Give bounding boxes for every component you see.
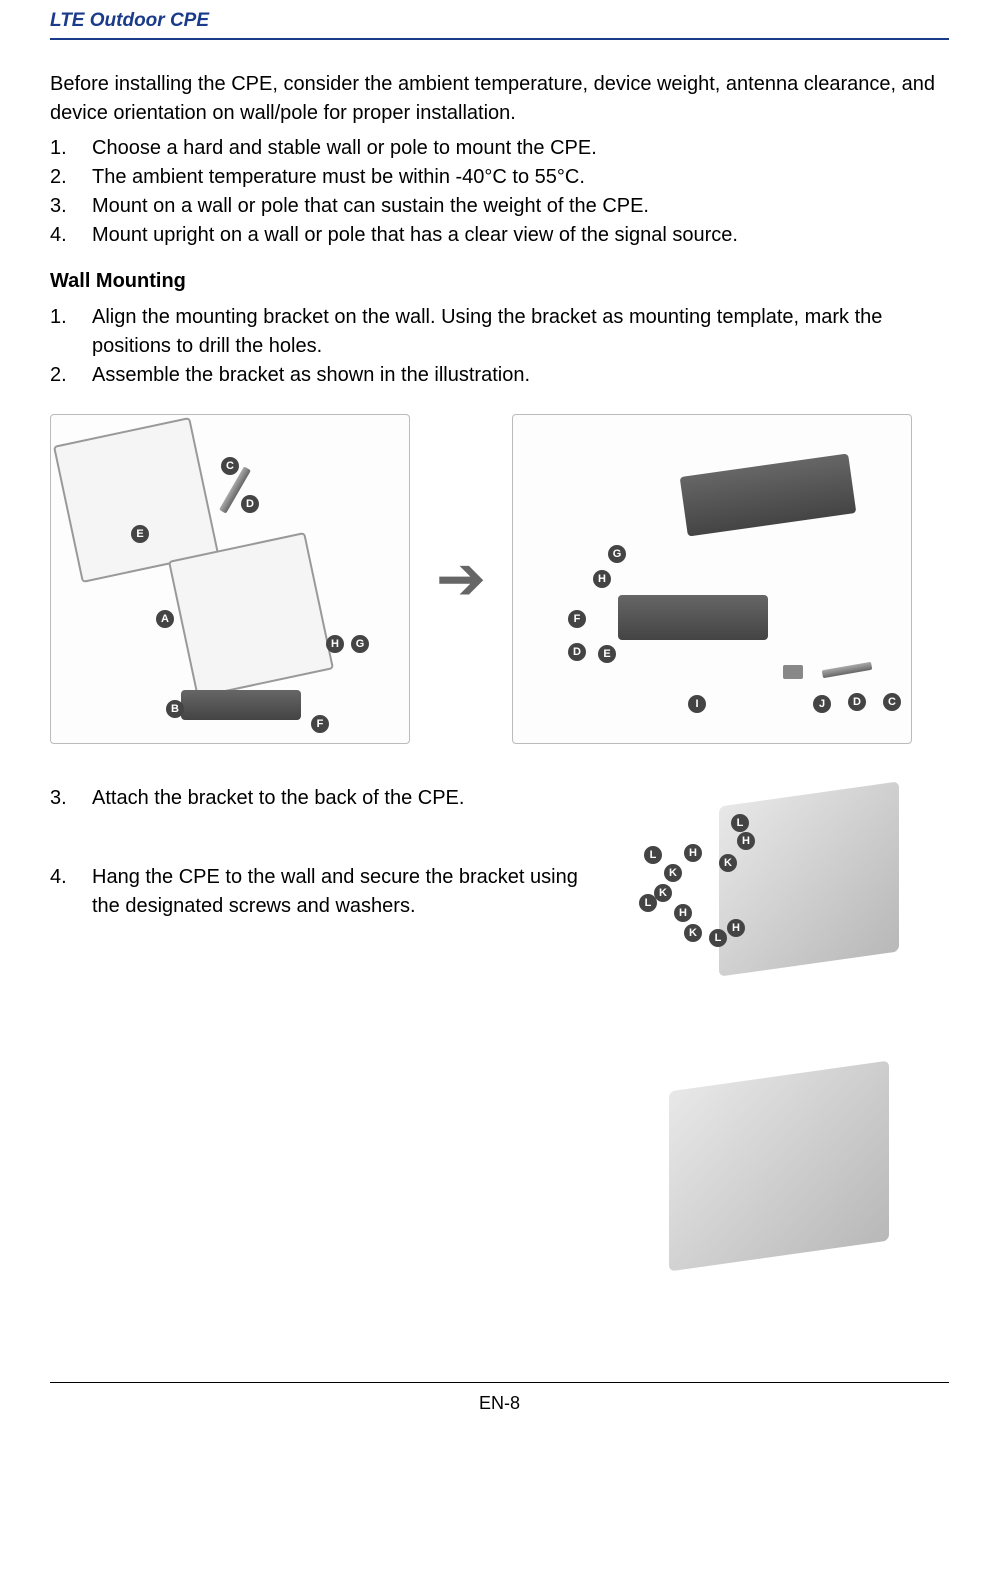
intro-text: Before installing the CPE, consider the … bbox=[50, 70, 949, 128]
part-label: D bbox=[568, 643, 586, 661]
bracket-plate-icon bbox=[168, 532, 334, 698]
washer-icon bbox=[783, 665, 803, 679]
main-step-item: Choose a hard and stable wall or pole to… bbox=[50, 134, 949, 163]
part-label: K bbox=[664, 864, 682, 882]
bracket-assembly-figure-row: A B C D E F G H ➔ C D D E F G H I J bbox=[50, 414, 949, 744]
part-label: H bbox=[326, 635, 344, 653]
bracket-figure-2: C D D E F G H I J bbox=[512, 414, 912, 744]
below-step-item: Hang the CPE to the wall and secure the … bbox=[50, 863, 589, 921]
part-label: H bbox=[674, 904, 692, 922]
section-step-item: Align the mounting bracket on the wall. … bbox=[50, 303, 949, 361]
part-label: C bbox=[221, 457, 239, 475]
part-label: H bbox=[727, 919, 745, 937]
bracket-figure-1: A B C D E F G H bbox=[50, 414, 410, 744]
cpe-device-icon bbox=[719, 781, 899, 976]
part-label: I bbox=[688, 695, 706, 713]
part-label: F bbox=[311, 715, 329, 733]
part-label: L bbox=[644, 846, 662, 864]
part-label: E bbox=[131, 525, 149, 543]
part-label: H bbox=[684, 844, 702, 862]
arrow-right-icon: ➔ bbox=[426, 549, 496, 609]
cpe-device-icon bbox=[669, 1061, 889, 1272]
part-label: L bbox=[731, 814, 749, 832]
section-steps-list: Align the mounting bracket on the wall. … bbox=[50, 303, 949, 390]
part-label: F bbox=[568, 610, 586, 628]
part-label: A bbox=[156, 610, 174, 628]
part-label: J bbox=[813, 695, 831, 713]
bracket-assembly-icon bbox=[680, 453, 857, 536]
part-label: B bbox=[166, 700, 184, 718]
part-label: L bbox=[639, 894, 657, 912]
section-step-item: Assemble the bracket as shown in the ill… bbox=[50, 361, 949, 390]
main-step-item: The ambient temperature must be within -… bbox=[50, 163, 949, 192]
cpe-attach-figure-bottom bbox=[609, 1068, 919, 1268]
wall-mounting-heading: Wall Mounting bbox=[50, 270, 949, 293]
part-label: K bbox=[684, 924, 702, 942]
bolt-icon bbox=[822, 662, 873, 679]
part-label: H bbox=[737, 832, 755, 850]
below-steps-list: Attach the bracket to the back of the CP… bbox=[50, 784, 589, 921]
below-step-item: Attach the bracket to the back of the CP… bbox=[50, 784, 589, 813]
cpe-figure-column: H H H H K K K K L L L L bbox=[609, 784, 949, 1282]
main-step-item: Mount upright on a wall or pole that has… bbox=[50, 221, 949, 250]
bracket-arm-icon bbox=[181, 690, 301, 720]
part-label: D bbox=[848, 693, 866, 711]
below-left-text: Attach the bracket to the back of the CP… bbox=[50, 784, 589, 1282]
page-footer: EN-8 bbox=[50, 1382, 949, 1414]
part-label: E bbox=[598, 645, 616, 663]
part-label: G bbox=[608, 545, 626, 563]
part-label: C bbox=[883, 693, 901, 711]
part-label: D bbox=[241, 495, 259, 513]
part-label: H bbox=[593, 570, 611, 588]
cpe-attach-figure-top: H H H H K K K K L L L L bbox=[609, 784, 919, 1054]
main-step-item: Mount on a wall or pole that can sustain… bbox=[50, 192, 949, 221]
part-label: L bbox=[709, 929, 727, 947]
page-number: EN-8 bbox=[479, 1393, 520, 1413]
part-label: K bbox=[719, 854, 737, 872]
part-label: G bbox=[351, 635, 369, 653]
part-label: K bbox=[654, 884, 672, 902]
bracket-arm-icon bbox=[618, 595, 768, 640]
page-header: LTE Outdoor CPE bbox=[50, 10, 949, 40]
cpe-attach-row: Attach the bracket to the back of the CP… bbox=[50, 784, 949, 1282]
main-steps-list: Choose a hard and stable wall or pole to… bbox=[50, 134, 949, 250]
